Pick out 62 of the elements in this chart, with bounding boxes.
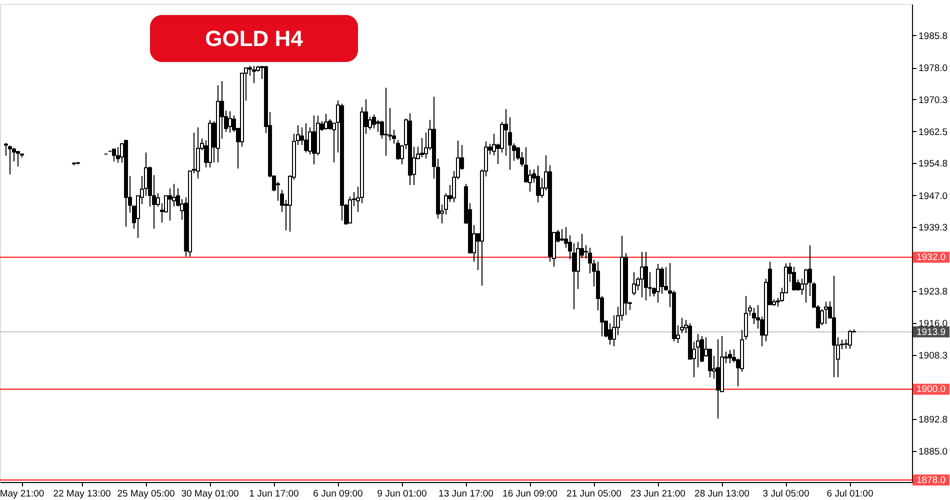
- x-tick-label: 6 Jun 09:00: [313, 488, 363, 500]
- y-tick-label: 1939.3: [918, 222, 948, 234]
- candlestick: [660, 266, 664, 294]
- candlestick: [228, 110, 232, 134]
- candlestick: [716, 338, 720, 419]
- candlestick: [728, 350, 732, 364]
- candlestick: [560, 228, 564, 242]
- y-tick-label: 1908.3: [918, 350, 948, 362]
- candlestick: [196, 126, 200, 179]
- y-tick-label: 1885.0: [918, 446, 948, 458]
- x-tick-label: 25 May 05:00: [117, 488, 175, 500]
- y-tick-label: 1947.0: [918, 190, 948, 202]
- candlestick: [824, 301, 828, 325]
- candlestick: [536, 165, 540, 203]
- ref-line-label: 1878.0: [916, 474, 946, 486]
- y-tick-label: 1978.0: [918, 63, 948, 74]
- candlestick: [632, 272, 636, 296]
- candlestick: [312, 114, 316, 165]
- x-tick-label: 3 Jul 05:00: [762, 488, 810, 500]
- candlestick: [640, 251, 644, 298]
- candlestick: [112, 148, 116, 162]
- candlestick: [752, 307, 756, 325]
- ref-line-label: 1900.0: [916, 384, 946, 396]
- ref-line-label: 1932.0: [916, 252, 946, 264]
- x-tick-label: 1 Jun 17:00: [249, 488, 299, 500]
- x-tick-label: 22 May 13:00: [53, 488, 111, 500]
- y-tick-label: 1985.8: [918, 30, 948, 42]
- candlestick: [168, 188, 172, 222]
- y-tick-label: 1892.8: [918, 414, 948, 426]
- y-tick-label: 1962.5: [918, 126, 948, 138]
- x-tick-label: 13 Jun 17:00: [438, 488, 494, 500]
- candlestick: [708, 348, 712, 378]
- x-tick-label: 9 Jun 01:00: [377, 488, 427, 500]
- candlestick: [848, 329, 852, 350]
- candlestick: [644, 251, 648, 302]
- candlestick: [792, 266, 796, 292]
- text: GOLD H4: [205, 26, 304, 51]
- candlestick: [16, 150, 20, 167]
- x-tick-label: May 21:00: [0, 488, 44, 500]
- x-tick-label: 21 Jun 05:00: [566, 488, 622, 500]
- candlestick: [116, 146, 120, 164]
- candlestick: [308, 126, 312, 156]
- x-tick-label: 30 May 01:00: [181, 488, 239, 500]
- candlestick: [608, 322, 612, 346]
- candlestick: [376, 119, 380, 132]
- x-tick-label: 6 Jul 01:00: [826, 488, 874, 500]
- candlestick: [528, 169, 532, 192]
- y-tick-label: 1970.3: [918, 94, 948, 106]
- candlestick: [656, 263, 660, 304]
- candlestick: [304, 122, 308, 153]
- y-tick-label: 1954.8: [918, 158, 948, 170]
- candlestick: [4, 142, 8, 156]
- candlestick: [348, 196, 352, 224]
- candlestick: [324, 113, 328, 130]
- y-tick-label: 1923.8: [918, 286, 948, 298]
- x-tick-label: 28 Jun 13:00: [694, 488, 750, 500]
- x-tick-label: 23 Jun 21:00: [630, 488, 686, 500]
- x-tick-label: 16 Jun 09:00: [502, 488, 558, 500]
- candlestick: [252, 65, 256, 84]
- candlestick: [372, 114, 376, 130]
- candlestick: [8, 144, 12, 175]
- ref-line-label: 1913.9: [916, 326, 946, 338]
